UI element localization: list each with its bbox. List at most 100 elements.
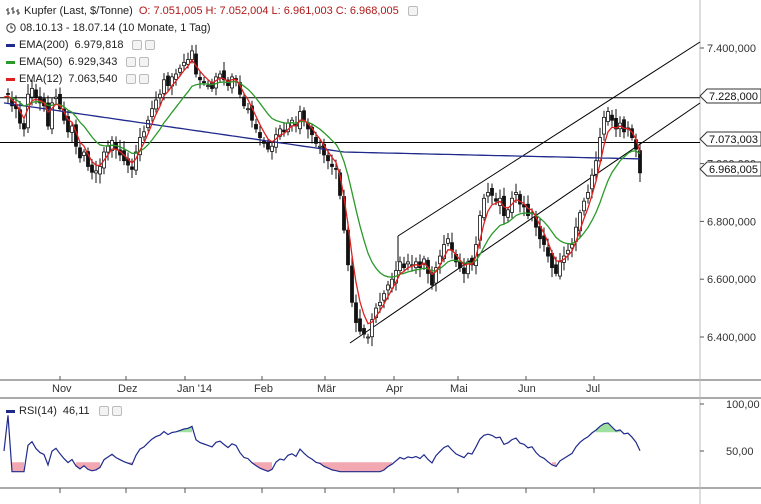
- candle-body: [490, 187, 494, 196]
- candle-body: [430, 272, 434, 286]
- ema200-settings-icon[interactable]: [132, 40, 143, 50]
- candle-body: [354, 302, 358, 323]
- ema50-close-icon[interactable]: [139, 57, 150, 67]
- ema200-close-icon[interactable]: [145, 40, 156, 50]
- candle-body: [142, 131, 146, 138]
- candle-body: [330, 163, 334, 167]
- candle-body: [54, 96, 58, 100]
- candle-body: [22, 123, 26, 130]
- x-tick-label: Jan '14: [177, 383, 212, 395]
- candle-body: [302, 110, 306, 121]
- candle-body: [554, 264, 558, 274]
- candle-body: [438, 255, 442, 265]
- ema50-legend: EMA(50) 6.929,343: [6, 55, 150, 69]
- candle-body: [58, 93, 62, 110]
- candle-body: [622, 119, 626, 133]
- chart-type-icon[interactable]: [6, 6, 20, 16]
- ema12-label: EMA(12): [19, 73, 63, 85]
- price-level-tag: [699, 131, 761, 147]
- ema12-settings-icon[interactable]: [126, 74, 137, 84]
- candle-body: [370, 319, 374, 338]
- ema12-close-icon[interactable]: [139, 74, 150, 84]
- candle-body: [362, 328, 366, 335]
- x-tick-label: Apr: [386, 383, 403, 395]
- candle-body: [190, 50, 194, 60]
- candle-body: [158, 93, 162, 99]
- rsi-label: RSI(14): [19, 405, 57, 417]
- candle-body: [318, 145, 322, 148]
- candle-body: [266, 142, 270, 150]
- candle-body: [66, 116, 70, 133]
- y-tick-label: 6.800,000: [707, 216, 756, 228]
- ema200-legend: EMA(200) 6.979,818: [6, 38, 156, 52]
- candle-body: [90, 164, 94, 173]
- ema200-value: 6.979,818: [74, 39, 124, 51]
- candle-body: [526, 203, 530, 217]
- candle-body: [218, 73, 222, 79]
- candle-body: [406, 261, 410, 265]
- chart-title-row: Kupfer (Last, $/Tonne) O: 7.051,005 H: 7…: [6, 4, 418, 18]
- y-tick-label: 6.400,000: [707, 332, 756, 344]
- date-range: 08.10.13 - 18.07.14 (10 Monate, 1 Tag): [20, 22, 211, 34]
- ema50-value: 6.929,343: [68, 56, 118, 68]
- x-tick-label: Mär: [317, 383, 336, 395]
- ema50-swatch: [6, 60, 15, 64]
- candle-body: [198, 76, 202, 81]
- ohlc-readout: O: 7.051,005 H: 7.052,004 L: 6.961,003 C…: [138, 5, 399, 17]
- candle-body: [46, 102, 50, 127]
- price-tag-label: 7.228,000: [709, 91, 758, 103]
- candle-body: [206, 85, 210, 87]
- settings-icon[interactable]: [407, 6, 418, 16]
- candle-body: [174, 73, 178, 80]
- candle-body: [130, 166, 134, 170]
- candle-body: [258, 132, 262, 138]
- candle-body: [466, 261, 470, 275]
- candle-body: [402, 263, 406, 269]
- rsi-legend: RSI(14) 46,11: [6, 404, 122, 418]
- rsi-value: 46,11: [62, 405, 90, 417]
- rsi-oversold-fill: [552, 462, 556, 467]
- candle-body: [346, 229, 350, 266]
- rsi-oversold-fill: [316, 462, 392, 472]
- ema50-settings-icon[interactable]: [126, 57, 137, 67]
- rsi-y-tick-label: 100,00: [726, 399, 760, 411]
- candle-body: [242, 96, 246, 107]
- rsi-oversold-fill: [252, 462, 272, 472]
- candle-body: [610, 114, 614, 121]
- channel-lower-line: [349, 102, 701, 344]
- candle-body: [186, 59, 190, 65]
- ema12-legend: EMA(12) 7.063,540: [6, 72, 150, 86]
- candle-body: [282, 129, 286, 133]
- ema50-label: EMA(50): [19, 56, 63, 68]
- candle-body: [278, 128, 282, 137]
- candle-body: [458, 261, 462, 269]
- candle-body: [518, 194, 522, 205]
- candle-body: [366, 336, 370, 339]
- rsi-settings-icon[interactable]: [98, 406, 109, 416]
- candle-body: [86, 151, 90, 167]
- candle-body: [182, 62, 186, 67]
- rsi-swatch: [6, 409, 15, 413]
- candle-body: [334, 168, 338, 170]
- candle-body: [546, 247, 550, 257]
- candle-body: [82, 151, 86, 156]
- x-tick-label: Mai: [450, 383, 468, 395]
- rsi-oversold-fill: [76, 462, 100, 471]
- x-tick-label: Feb: [254, 383, 273, 395]
- candle-body: [638, 150, 642, 174]
- candle-body: [590, 174, 594, 190]
- price-level-tag: [699, 88, 761, 104]
- candle-body: [390, 278, 394, 289]
- candle-body: [586, 192, 590, 199]
- candle-body: [446, 238, 450, 244]
- rsi-close-icon[interactable]: [111, 406, 122, 416]
- last-price-tag: [699, 161, 761, 177]
- candle-body: [450, 242, 454, 251]
- candles-group: [6, 44, 642, 347]
- ema200-swatch: [6, 43, 15, 47]
- candle-body: [514, 192, 518, 195]
- ema12-line: [3, 58, 641, 325]
- x-tick-label: Jul: [586, 383, 600, 395]
- candle-body: [386, 284, 390, 291]
